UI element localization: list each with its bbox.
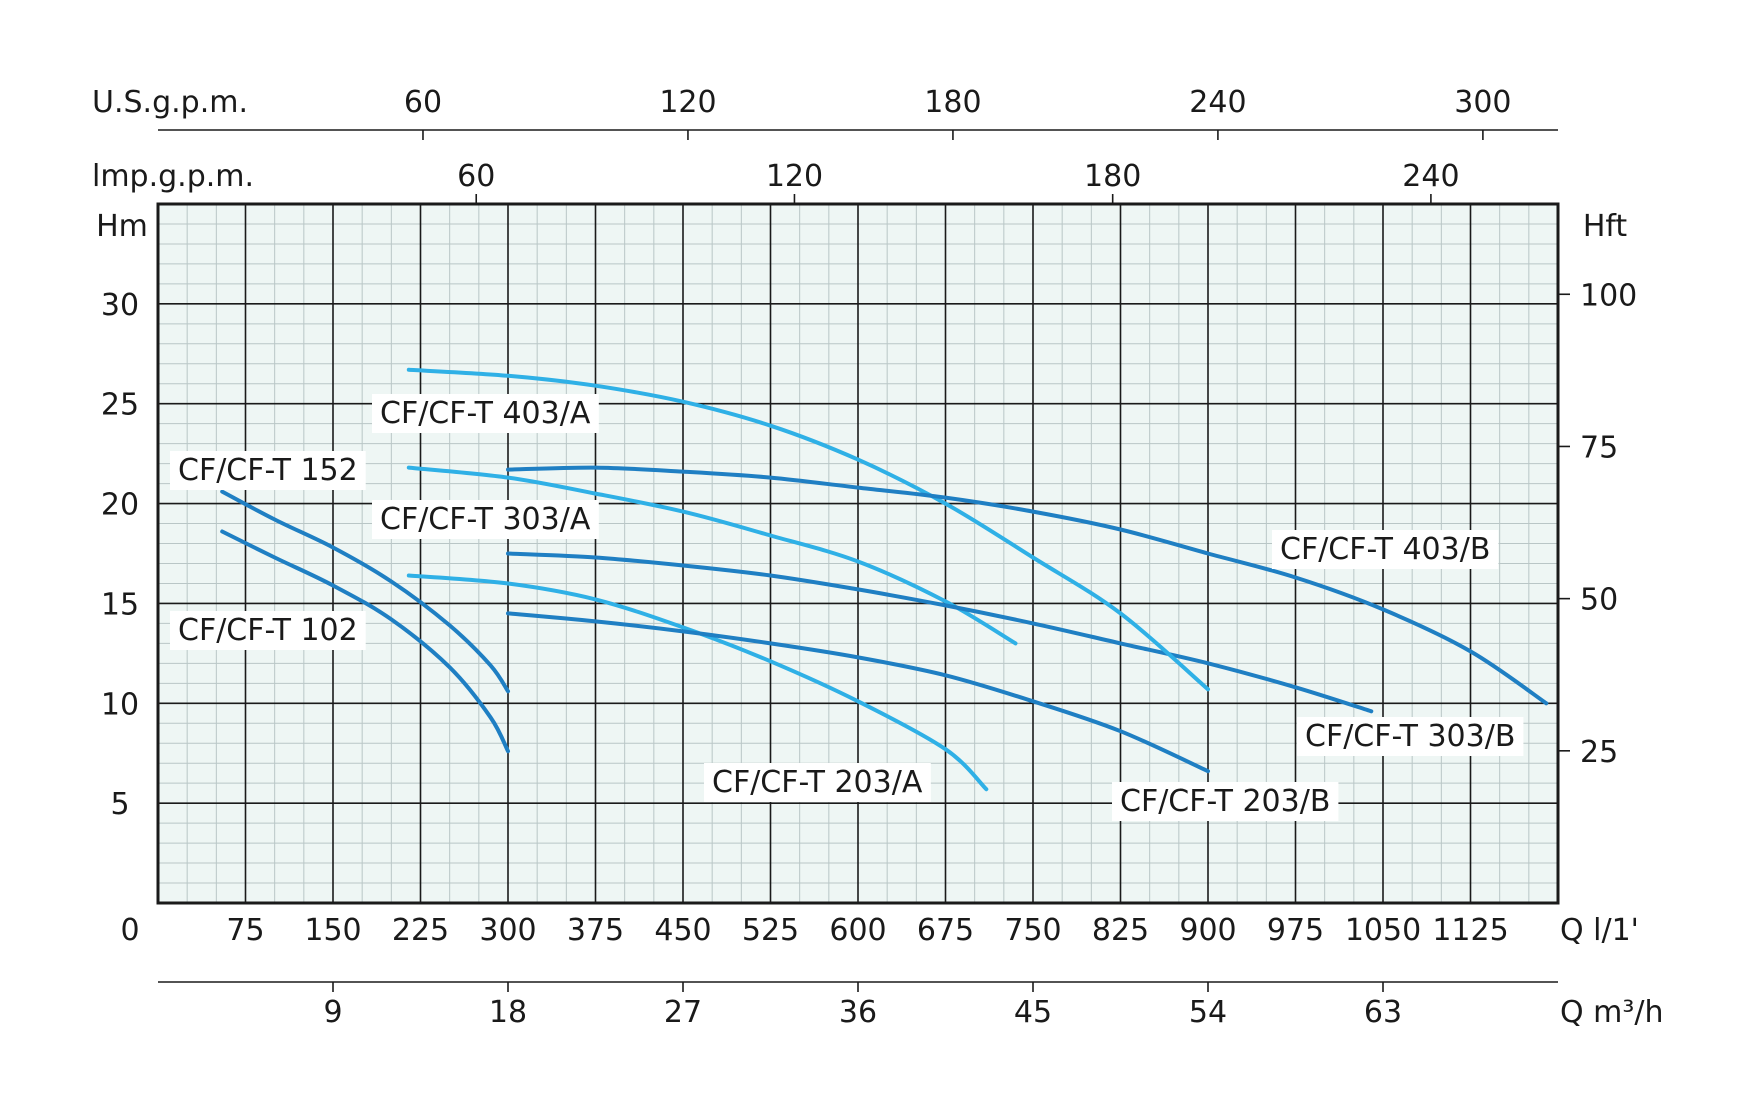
x-tick-label-usgpm: 180	[924, 85, 981, 120]
series-label-background	[372, 394, 599, 433]
x-tick-label-m3h: 36	[839, 995, 877, 1030]
series-label-background	[704, 763, 931, 802]
curve-cf-cf-t-403-a	[406, 367, 1210, 692]
series-label-cf-cf-t-152: CF/CF-T 152	[178, 453, 358, 488]
x-axis-label-impgpm: lmp.g.p.m.	[92, 159, 254, 194]
x-tick-label-lmin: 750	[1004, 913, 1061, 948]
x-tick-label-m3h: 27	[664, 995, 702, 1030]
x-tick-label-m3h: 45	[1014, 995, 1052, 1030]
x-tick-label-lmin: 1050	[1345, 913, 1421, 948]
y-tick-label-left: 20	[101, 488, 139, 523]
x-tick-label-impgpm: 120	[766, 159, 823, 194]
series-label-background	[1272, 530, 1499, 569]
curve-cf-cf-t-102	[220, 529, 510, 754]
series-label-cf-cf-t-203-b: CF/CF-T 203/B	[1120, 784, 1330, 819]
x-tick-label-impgpm: 240	[1402, 159, 1459, 194]
x-tick-label-lmin: 825	[1092, 913, 1149, 948]
curve-cf-cf-t-152	[220, 489, 510, 694]
x-tick-label-m3h: 63	[1364, 995, 1402, 1030]
series-label-background	[1112, 782, 1339, 821]
x-tick-label-lmin: 450	[654, 913, 711, 948]
curve-cf-cf-t-303-a	[406, 465, 1018, 646]
series-label-cf-cf-t-403-b: CF/CF-T 403/B	[1280, 532, 1490, 567]
series-label-background	[372, 500, 599, 539]
y-tick-label-right: 100	[1580, 278, 1637, 313]
series-label-cf-cf-t-102: CF/CF-T 102	[178, 613, 358, 648]
x-tick-label-lmin: 300	[479, 913, 536, 948]
x-tick-label-usgpm: 60	[404, 85, 442, 120]
x-tick-label-m3h: 9	[323, 995, 342, 1030]
series-label-background	[170, 451, 366, 490]
x-tick-label-lmin: 975	[1267, 913, 1324, 948]
series-label-cf-cf-t-303-a: CF/CF-T 303/A	[380, 502, 591, 537]
x-tick-label-lmin: 1125	[1432, 913, 1508, 948]
x-tick-label-usgpm: 300	[1454, 85, 1511, 120]
y-axis-label-left: Hm	[96, 209, 148, 244]
x-tick-label-lmin: 900	[1179, 913, 1236, 948]
series-label-background	[1297, 717, 1524, 756]
x-tick-label-usgpm: 120	[659, 85, 716, 120]
x-tick-label-lmin: 75	[226, 913, 264, 948]
x-tick-label-lmin: 150	[304, 913, 361, 948]
x-tick-label-zero: 0	[120, 913, 139, 948]
x-axis-label-usgpm: U.S.g.p.m.	[92, 85, 248, 120]
x-tick-label-lmin: 525	[742, 913, 799, 948]
x-tick-label-impgpm: 180	[1084, 159, 1141, 194]
series-label-background	[170, 611, 366, 650]
plot-frame	[156, 202, 1560, 905]
curve-cf-cf-t-203-b	[506, 611, 1210, 774]
x-tick-label-lmin: 225	[392, 913, 449, 948]
x-tick-label-lmin: 675	[917, 913, 974, 948]
y-tick-label-left: 30	[101, 288, 139, 323]
y-tick-label-left: 25	[101, 388, 139, 423]
x-tick-label-m3h: 54	[1189, 995, 1227, 1030]
y-tick-label-right: 50	[1580, 583, 1618, 618]
x-axis-label-m3h: Q m³/h	[1560, 995, 1664, 1030]
series-label-cf-cf-t-403-a: CF/CF-T 403/A	[380, 396, 591, 431]
curve-cf-cf-t-203-a	[406, 573, 989, 792]
y-tick-label-right: 25	[1580, 735, 1618, 770]
x-tick-label-usgpm: 240	[1189, 85, 1246, 120]
x-tick-label-impgpm: 60	[457, 159, 495, 194]
y-tick-label-left: 15	[101, 587, 139, 622]
y-axis-label-right: Hft	[1583, 209, 1628, 244]
y-tick-label-left: 10	[101, 687, 139, 722]
curve-cf-cf-t-403-b	[506, 465, 1549, 706]
x-tick-label-m3h: 18	[489, 995, 527, 1030]
x-tick-label-lmin: 375	[567, 913, 624, 948]
x-tick-label-lmin: 600	[829, 913, 886, 948]
x-axis-label-lmin: Q l/1'	[1560, 913, 1639, 948]
series-label-cf-cf-t-203-a: CF/CF-T 203/A	[712, 765, 923, 800]
y-tick-label-right: 75	[1580, 430, 1618, 465]
series-label-cf-cf-t-303-b: CF/CF-T 303/B	[1305, 719, 1515, 754]
curve-cf-cf-t-303-b	[506, 551, 1374, 714]
y-tick-label-left: 5	[110, 787, 129, 822]
